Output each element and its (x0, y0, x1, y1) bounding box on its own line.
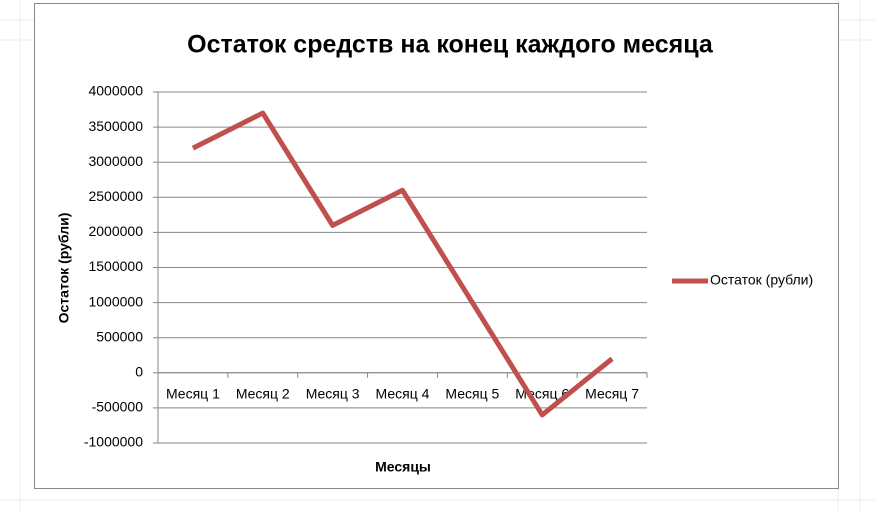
legend-label: Остаток (рубли) (710, 272, 813, 288)
y-axis-title: Остаток (рубли) (56, 213, 72, 324)
y-tick-label: 2500000 (88, 188, 143, 204)
y-tick-label: 2000000 (88, 223, 143, 239)
y-tick-label: -500000 (92, 399, 144, 415)
y-tick-label: 1000000 (88, 293, 143, 309)
x-tick-label: Месяц 1 (166, 386, 220, 402)
y-tick-label: 3000000 (88, 153, 143, 169)
y-tick-label: -1000000 (84, 434, 143, 450)
y-tick-label: 4000000 (88, 83, 143, 99)
x-tick-label: Месяц 2 (236, 386, 290, 402)
x-axis-title: Месяцы (375, 459, 431, 475)
x-tick-label: Месяц 4 (376, 386, 430, 402)
y-tick-label: 0 (135, 364, 143, 380)
x-tick-label: Месяц 7 (585, 386, 639, 402)
series-line (191, 110, 614, 418)
x-tick-label: Месяц 3 (306, 386, 360, 402)
x-tick-label: Месяц 5 (445, 386, 499, 402)
y-tick-label: 3500000 (88, 118, 143, 134)
y-tick-label: 500000 (96, 328, 143, 344)
chart-title: Остаток средств на конец каждого месяца (187, 31, 714, 59)
y-tick-label: 1500000 (88, 258, 143, 274)
